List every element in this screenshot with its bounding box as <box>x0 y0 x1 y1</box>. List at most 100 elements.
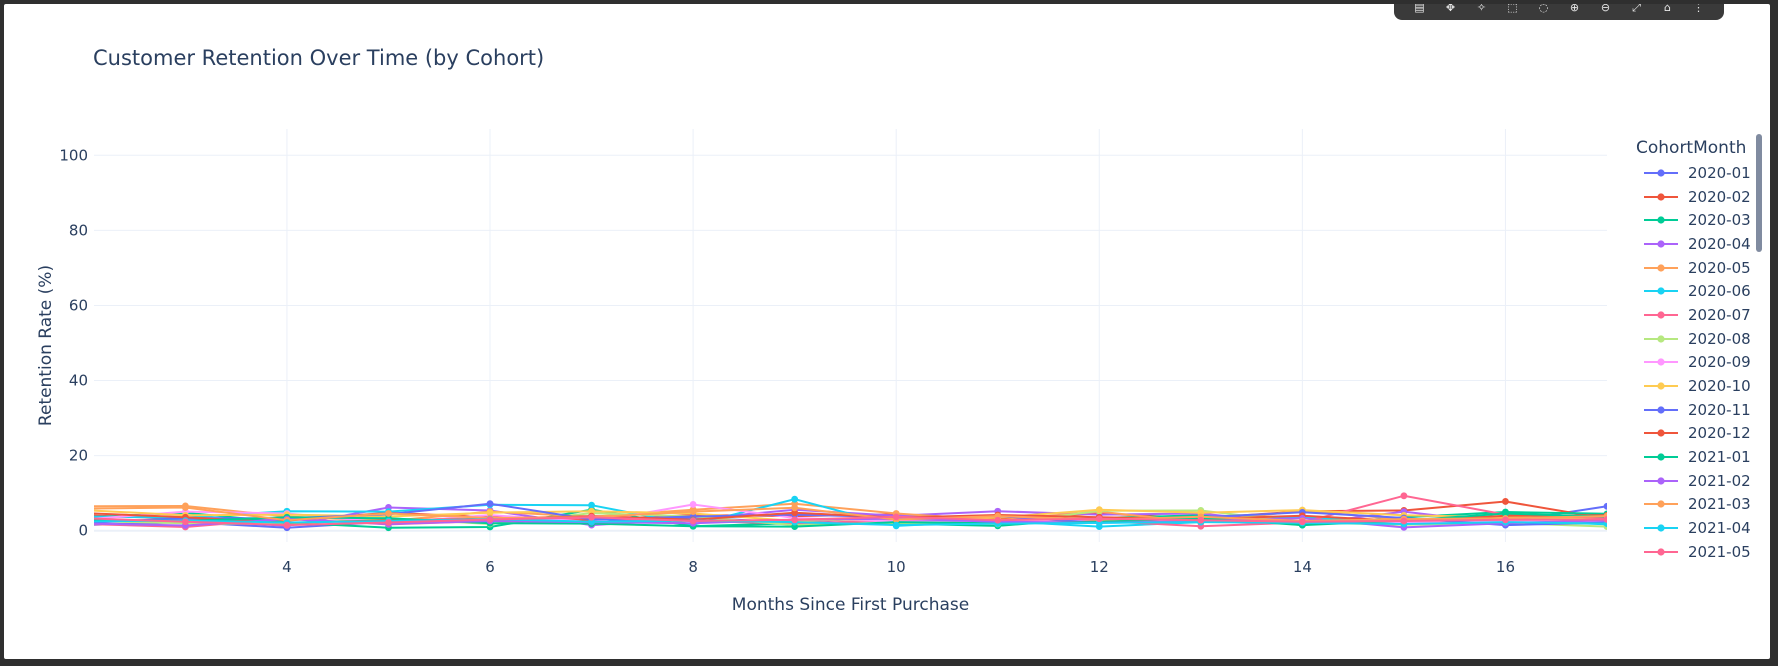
legend-item-2020-10[interactable]: 2020-10 <box>1642 374 1752 398</box>
data-point-2021-03 <box>791 504 799 512</box>
data-point-2021-05 <box>892 513 900 521</box>
y-tick-label: 60 <box>69 296 88 314</box>
x-tick-label: 4 <box>282 558 292 576</box>
data-point-2021-05 <box>283 521 291 529</box>
x-tick-label: 6 <box>485 558 495 576</box>
legend-label: 2020-02 <box>1688 187 1751 206</box>
data-point-2021-05 <box>385 519 392 526</box>
data-point-2021-05 <box>1502 516 1509 524</box>
data-point-2021-05 <box>994 516 1002 524</box>
x-axis-title: Months Since First Purchase <box>732 595 969 615</box>
legend-label: 2020-06 <box>1688 282 1751 301</box>
reset-icon[interactable]: ⌂ <box>1664 4 1671 14</box>
legend-label: 2020-03 <box>1688 211 1751 230</box>
legend-item-2020-07[interactable]: 2020-07 <box>1642 303 1752 327</box>
legend-label: 2021-05 <box>1688 542 1751 561</box>
data-point-2020-10 <box>1095 506 1103 514</box>
legend-title: CohortMonth <box>1636 138 1747 158</box>
x-tick-label: 16 <box>1496 558 1515 576</box>
chart-title: Customer Retention Over Time (by Cohort) <box>93 46 545 70</box>
data-point-2020-07 <box>1400 492 1408 500</box>
data-point-2021-05 <box>80 515 87 522</box>
series-line-2021-05 <box>94 515 1607 527</box>
legend-item-2020-09[interactable]: 2020-09 <box>1642 351 1752 375</box>
lasso-icon[interactable]: ◌ <box>1538 4 1549 14</box>
legend-item-2021-01[interactable]: 2021-01 <box>1642 445 1752 469</box>
legend-item-2020-08[interactable]: 2020-08 <box>1642 327 1752 351</box>
data-point-2021-05 <box>181 518 189 526</box>
legend-label: 2020-10 <box>1688 377 1751 396</box>
legend-item-2020-11[interactable]: 2020-11 <box>1642 398 1752 422</box>
legend: 2020-01 2020-02 2020-03 2020-04 2020-05 2020-… <box>1642 161 1752 564</box>
data-point-2021-03 <box>385 510 392 517</box>
legend-swatch <box>1644 287 1678 295</box>
legend-label: 2020-07 <box>1688 305 1751 324</box>
legend-item-2021-04[interactable]: 2021-04 <box>1642 516 1752 540</box>
chart-container: ▤ ✥ ✧ ⬚ ◌ ⊕ ⊖ ⤢ ⌂ ⋮ Customer Retention Over Time … <box>4 4 1770 659</box>
legend-swatch <box>1644 477 1678 485</box>
legend-label: 2020-05 <box>1688 258 1751 277</box>
data-point-2021-03 <box>80 505 87 512</box>
data-point-2020-11 <box>486 500 494 508</box>
data-point-2020-06 <box>588 501 595 509</box>
legend-swatch <box>1644 382 1678 390</box>
legend-label: 2021-01 <box>1688 448 1751 467</box>
zoom-icon[interactable]: ✥ <box>1445 4 1456 14</box>
legend-swatch <box>1644 548 1678 556</box>
legend-item-2021-03[interactable]: 2021-03 <box>1642 493 1752 517</box>
data-point-2020-02 <box>1502 498 1509 505</box>
x-tick-label: 8 <box>688 558 698 576</box>
legend-item-2020-01[interactable]: 2020-01 <box>1642 161 1752 185</box>
y-tick-label: 40 <box>69 372 88 390</box>
legend-item-2021-05[interactable]: 2021-05 <box>1642 540 1752 564</box>
legend-label: 2020-08 <box>1688 329 1751 348</box>
data-point-2021-05 <box>486 516 494 523</box>
autoscale-icon[interactable]: ⤢ <box>1632 4 1641 14</box>
legend-item-2020-05[interactable]: 2020-05 <box>1642 256 1752 280</box>
legend-swatch <box>1644 524 1678 532</box>
data-point-2020-06 <box>791 495 799 503</box>
legend-swatch <box>1644 169 1678 177</box>
legend-item-2020-02[interactable]: 2020-02 <box>1642 185 1752 209</box>
legend-label: 2020-01 <box>1688 163 1751 182</box>
legend-swatch <box>1644 263 1678 272</box>
legend-scrollbar[interactable] <box>1756 134 1762 252</box>
legend-item-2020-03[interactable]: 2020-03 <box>1642 208 1752 232</box>
plot-area[interactable]: 4 6 8 10 12 14 16 0 20 40 60 80 100 Months Since Firs… <box>4 4 1770 659</box>
zoom-in-icon[interactable]: ⊕ <box>1569 4 1580 14</box>
data-point-2021-01 <box>1502 510 1509 517</box>
data-point-2020-10 <box>486 509 494 517</box>
x-tick-label: 10 <box>887 558 906 576</box>
box-select-icon[interactable]: ⬚ <box>1507 4 1518 14</box>
legend-label: 2021-03 <box>1688 495 1751 514</box>
data-point-2021-04 <box>892 521 900 529</box>
legend-swatch <box>1644 500 1678 509</box>
legend-item-2021-02[interactable]: 2021-02 <box>1642 469 1752 493</box>
x-tick-label: 14 <box>1293 558 1312 576</box>
legend-item-2020-06[interactable]: 2020-06 <box>1642 279 1752 303</box>
data-point-2021-05 <box>689 517 697 525</box>
legend-swatch <box>1644 406 1678 414</box>
pan-icon[interactable]: ✧ <box>1476 4 1487 14</box>
series-group <box>80 492 1607 532</box>
data-point-2021-05 <box>1197 516 1205 524</box>
legend-swatch <box>1644 429 1678 438</box>
data-point-2020-10 <box>588 507 595 515</box>
legend-swatch <box>1644 240 1678 248</box>
legend-swatch <box>1644 216 1678 224</box>
series-line-2021-03 <box>94 506 1607 523</box>
data-point-2021-03 <box>689 508 697 515</box>
zoom-out-icon[interactable]: ⊖ <box>1600 4 1611 14</box>
legend-item-2020-04[interactable]: 2020-04 <box>1642 232 1752 256</box>
legend-swatch <box>1644 358 1678 366</box>
more-icon[interactable]: ⋮ <box>1693 4 1704 14</box>
y-tick-label: 80 <box>69 221 88 239</box>
y-tick-label: 0 <box>78 522 88 540</box>
camera-icon[interactable]: ▤ <box>1414 4 1425 14</box>
legend-label: 2021-04 <box>1688 519 1751 538</box>
legend-item-2020-12[interactable]: 2020-12 <box>1642 422 1752 446</box>
data-point-2020-06 <box>80 513 87 520</box>
modebar: ▤ ✥ ✧ ⬚ ◌ ⊕ ⊖ ⤢ ⌂ ⋮ <box>1394 4 1724 20</box>
data-point-2020-10 <box>80 507 87 514</box>
x-tick-label: 12 <box>1090 558 1109 576</box>
